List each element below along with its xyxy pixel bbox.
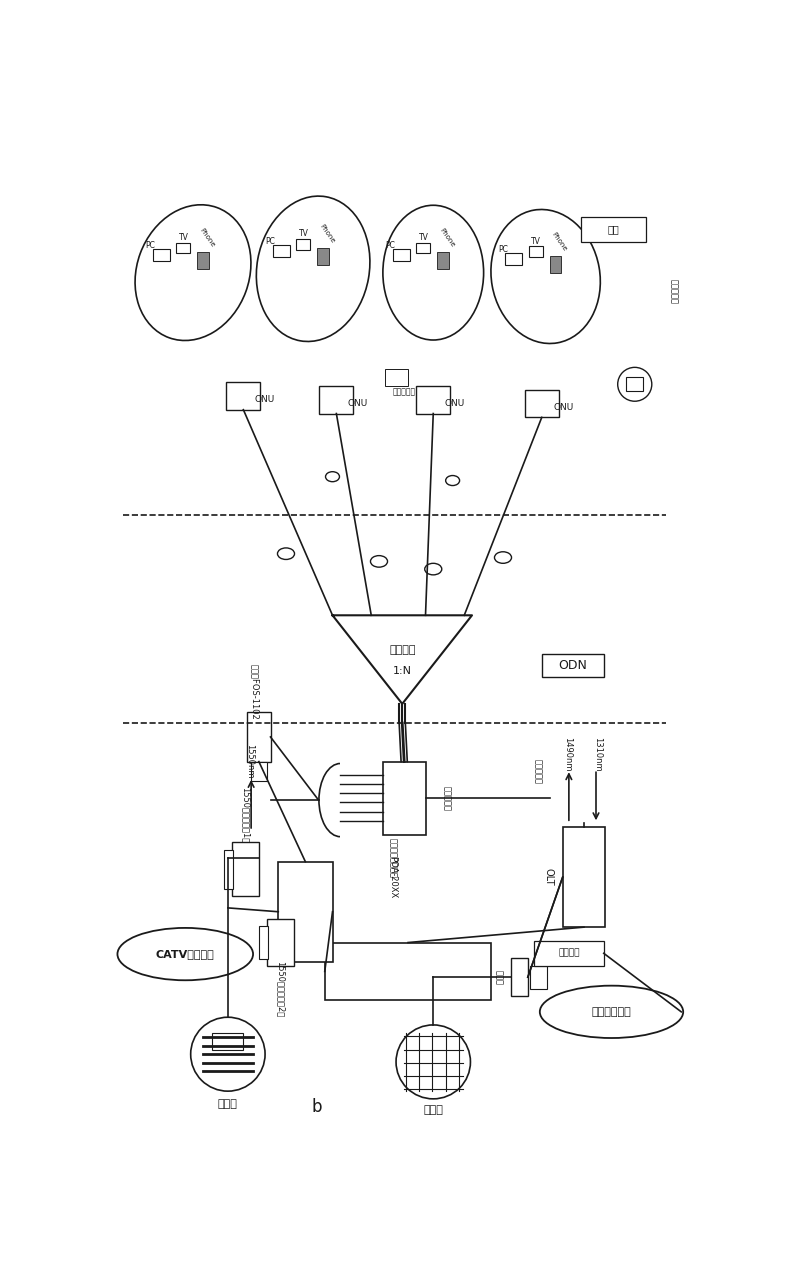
Bar <box>416 243 430 253</box>
Bar <box>273 245 290 257</box>
Text: TV: TV <box>531 236 542 245</box>
Text: ONU: ONU <box>554 403 574 412</box>
Text: 多口输出光放大器: 多口输出光放大器 <box>388 838 397 878</box>
Bar <box>506 253 522 264</box>
Text: ONU: ONU <box>255 395 275 404</box>
Bar <box>317 248 329 264</box>
Bar <box>529 247 542 257</box>
Text: PC: PC <box>386 241 395 250</box>
Ellipse shape <box>425 563 442 574</box>
Bar <box>340 761 371 839</box>
Bar <box>437 252 449 268</box>
Ellipse shape <box>118 928 253 980</box>
Bar <box>247 712 270 761</box>
Ellipse shape <box>540 985 683 1038</box>
Bar <box>525 390 559 417</box>
Bar <box>296 239 310 249</box>
Text: TV: TV <box>178 233 189 241</box>
Text: POA-20XX: POA-20XX <box>388 855 397 899</box>
Ellipse shape <box>135 205 251 341</box>
Bar <box>278 862 333 962</box>
Text: ONU: ONU <box>445 399 465 408</box>
Bar <box>626 377 643 391</box>
Bar <box>416 386 450 413</box>
Bar <box>550 255 561 273</box>
Ellipse shape <box>319 764 362 836</box>
Text: Phone: Phone <box>551 231 568 253</box>
Text: 关开关FOS-1102: 关开关FOS-1102 <box>250 665 259 721</box>
Text: 局端机房: 局端机房 <box>558 949 580 958</box>
Text: PC: PC <box>498 245 508 254</box>
Bar <box>224 850 234 888</box>
Text: 1:N: 1:N <box>393 666 412 676</box>
Text: 机架式模块: 机架式模块 <box>534 759 542 784</box>
Bar <box>266 919 294 966</box>
Text: PC: PC <box>266 238 275 247</box>
Text: 光分路器: 光分路器 <box>389 646 415 656</box>
Bar <box>581 217 646 241</box>
Text: CATV传输部分: CATV传输部分 <box>156 949 214 960</box>
Text: 1490nm: 1490nm <box>563 737 572 771</box>
Bar <box>212 1033 243 1050</box>
Ellipse shape <box>370 555 387 567</box>
Text: PC: PC <box>146 241 155 250</box>
Ellipse shape <box>491 210 600 343</box>
Ellipse shape <box>256 196 370 342</box>
Bar <box>176 243 190 253</box>
Ellipse shape <box>326 472 339 482</box>
Ellipse shape <box>278 548 294 559</box>
Bar <box>530 966 547 989</box>
Text: 交换机: 交换机 <box>494 970 504 985</box>
Ellipse shape <box>383 205 484 341</box>
Text: 1550nm: 1550nm <box>245 745 254 779</box>
Text: TV: TV <box>419 233 429 241</box>
Bar <box>542 653 604 677</box>
Text: ODN: ODN <box>558 658 587 672</box>
Bar <box>226 383 261 409</box>
Text: 1550光发射机（1）: 1550光发射机（1） <box>241 787 250 844</box>
Ellipse shape <box>494 552 511 563</box>
Circle shape <box>396 1024 470 1099</box>
Bar <box>383 761 426 835</box>
Text: ONU: ONU <box>348 399 368 408</box>
Text: Phone: Phone <box>198 228 216 249</box>
Text: 1550光发射机（2）: 1550光发射机（2） <box>275 961 284 1017</box>
Text: 用户: 用户 <box>608 225 620 235</box>
Text: 数据通信部分: 数据通信部分 <box>592 1007 631 1017</box>
Bar <box>562 827 606 927</box>
Text: 激光接收机: 激光接收机 <box>393 388 416 397</box>
Bar <box>197 252 209 268</box>
Bar <box>386 369 409 386</box>
Text: 公共网: 公共网 <box>423 1104 443 1115</box>
Text: Phone: Phone <box>438 228 456 249</box>
Text: TV: TV <box>299 229 309 238</box>
Text: OLT: OLT <box>544 868 554 886</box>
Bar <box>325 943 491 1000</box>
Text: b: b <box>312 1098 322 1116</box>
Text: 1310nm: 1310nm <box>593 737 602 771</box>
Bar <box>393 249 410 261</box>
Bar <box>251 761 266 780</box>
Circle shape <box>190 1017 265 1091</box>
Circle shape <box>618 367 652 402</box>
Text: 信号源: 信号源 <box>218 1099 238 1110</box>
Text: Phone: Phone <box>318 224 336 245</box>
Bar <box>319 386 354 413</box>
Bar <box>153 249 170 261</box>
Bar <box>232 843 259 896</box>
Text: 机架式模块: 机架式模块 <box>442 785 451 811</box>
Bar <box>510 958 528 996</box>
Bar <box>259 925 268 960</box>
Ellipse shape <box>446 475 459 486</box>
Bar <box>534 941 604 966</box>
Text: 激光接收机: 激光接收机 <box>669 280 678 304</box>
